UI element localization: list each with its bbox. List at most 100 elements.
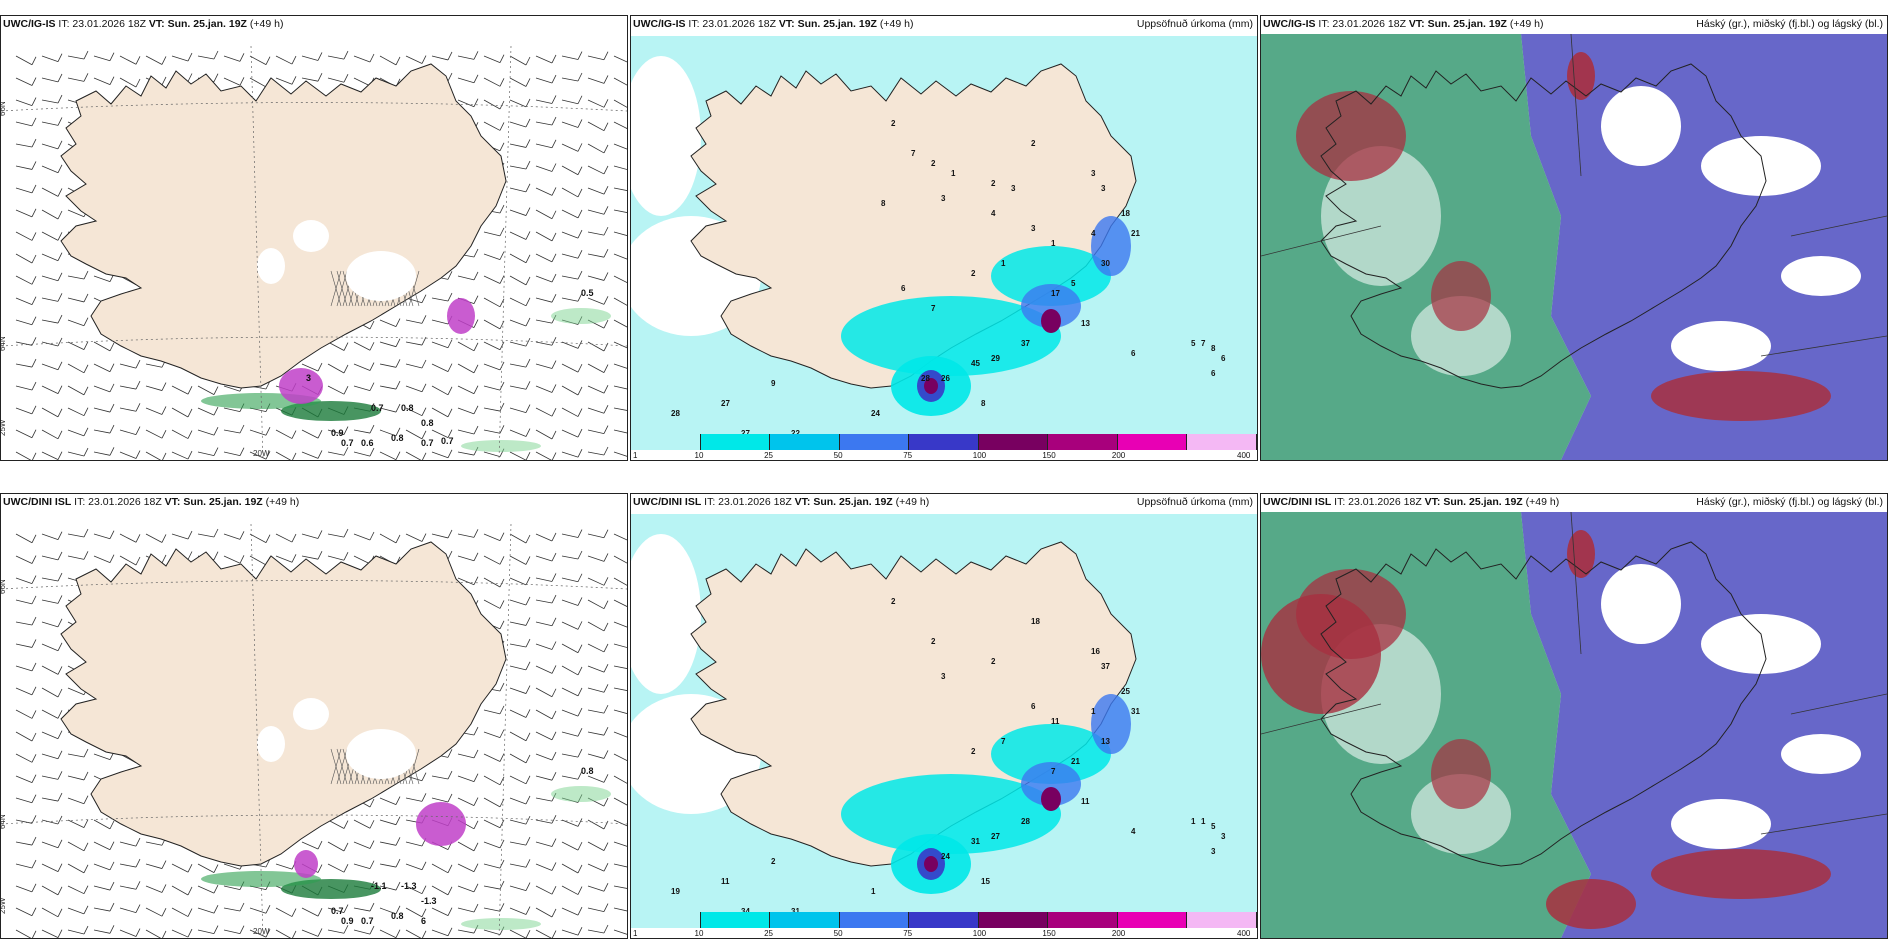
clear-area xyxy=(1701,614,1821,674)
precip-value-label: 4 xyxy=(1131,827,1136,836)
iceland-landmass xyxy=(60,63,507,389)
precip-value-label: 37 xyxy=(1101,662,1110,671)
precip-value-label: 7 xyxy=(1001,737,1006,746)
precip-value-label: 3 xyxy=(941,194,946,203)
panel-header: UWC/IG-IS IT: 23.01.2026 18Z VT: Sun. 25… xyxy=(1263,18,1544,30)
clear-area xyxy=(1671,799,1771,849)
colorbar-label: 150 xyxy=(1042,451,1056,460)
precip-area xyxy=(924,856,938,872)
precip-value-label: 7 xyxy=(911,149,916,158)
precip-area xyxy=(1021,762,1081,806)
colorbar-swatch xyxy=(1048,434,1118,450)
wind-value-label: 3 xyxy=(306,373,311,383)
wind-value-label: 0.7 xyxy=(421,438,434,448)
precip-value-label: 28 xyxy=(921,374,930,383)
clear-area xyxy=(1781,256,1861,296)
wind-value-label: 0.8 xyxy=(391,433,404,443)
mid-cloud-area xyxy=(1431,739,1491,809)
colorbar-swatch xyxy=(839,434,910,450)
precip-cell xyxy=(279,368,323,404)
precip-value-label: 3 xyxy=(1091,169,1096,178)
panel-title: Háský (gr.), miðský (fj.bl.) og lágský (… xyxy=(1696,496,1883,508)
clear-area xyxy=(1671,321,1771,371)
precip-value-label: 37 xyxy=(1021,339,1030,348)
glacier-area xyxy=(293,698,329,730)
precip-value-label: 1 xyxy=(951,169,956,178)
glacier-area xyxy=(346,729,416,779)
precip-area xyxy=(1091,694,1131,754)
precip-value-label: 19 xyxy=(671,887,680,896)
precip-value-label: 34 xyxy=(741,907,750,916)
precip-value-label: 7 xyxy=(931,304,936,313)
lon-label: 20W xyxy=(253,449,270,458)
precip-value-label: 31 xyxy=(1131,707,1140,716)
precip-value-label: 1 xyxy=(1001,259,1006,268)
lon-label: 25W xyxy=(1,897,7,914)
precip-value-label: 5 xyxy=(1211,822,1216,831)
colorbar-label: 10 xyxy=(694,451,704,460)
precip-value-label: 17 xyxy=(1051,289,1060,298)
colorbar-swatch xyxy=(631,434,701,450)
colorbar-swatch xyxy=(1048,912,1118,928)
wind-value-label: 0.7 xyxy=(341,438,354,448)
precip-value-label: 1 xyxy=(871,887,876,896)
wind-value-label: 0.7 xyxy=(441,436,454,446)
colorbar-swatch xyxy=(770,434,840,450)
precip-area xyxy=(1091,216,1131,276)
precip-value-label: 3 xyxy=(1221,832,1226,841)
wind-value-label: 0.9 xyxy=(331,428,344,438)
precip-value-label: 1 xyxy=(1051,239,1056,248)
wind-value-label: 0.8 xyxy=(581,766,594,776)
iceland-outline xyxy=(1320,541,1767,867)
glacier-area xyxy=(346,251,416,301)
precip-value-label: 21 xyxy=(1071,757,1080,766)
wind-value-label: 0.8 xyxy=(421,418,434,428)
colorbar-swatch xyxy=(909,434,979,450)
precip-value-label: 2 xyxy=(931,637,936,646)
precip-value-label: 2 xyxy=(891,597,896,606)
lon-label: 20W xyxy=(253,927,270,936)
colorbar-swatch xyxy=(978,912,1049,928)
graticule xyxy=(1,523,627,938)
lon-label: 25W xyxy=(1,419,7,436)
colorbar-swatch xyxy=(700,912,771,928)
colorbar-label: 75 xyxy=(903,451,913,460)
glacier-area xyxy=(257,726,285,762)
precip-value-label: 3 xyxy=(1101,184,1106,193)
mid-cloud-area xyxy=(1567,530,1595,578)
precip-area xyxy=(1041,787,1061,811)
cloud-map xyxy=(1261,511,1887,938)
precip-value-label: 3 xyxy=(1031,224,1036,233)
precip-area xyxy=(1041,309,1061,333)
colorbar-label: 150 xyxy=(1042,929,1056,938)
clear-area xyxy=(1701,136,1821,196)
colorbar-swatch xyxy=(770,912,840,928)
precip-colorbar: 1 10 25 50 75 100 150 200 400 xyxy=(631,912,1257,938)
colorbar-swatch xyxy=(1117,434,1188,450)
precip-area xyxy=(924,378,938,394)
wind-speed-area xyxy=(461,918,541,930)
precip-value-label: 16 xyxy=(1091,647,1100,656)
precip-value-label: 21 xyxy=(1131,229,1140,238)
panel-title: Uppsöfnuð úrkoma (mm) xyxy=(1136,496,1253,508)
precip-value-label: 31 xyxy=(971,837,980,846)
wind-speed-area xyxy=(551,786,611,802)
clear-area xyxy=(1781,734,1861,774)
precip-value-label: 2 xyxy=(991,657,996,666)
colorbar-label: 400 xyxy=(1237,929,1251,938)
precip-value-label: 6 xyxy=(1031,702,1036,711)
precip-value-label: 18 xyxy=(1121,209,1130,218)
panel-dini-precip: UWC/DINI ISL IT: 23.01.2026 18Z VT: Sun.… xyxy=(630,493,1258,939)
precip-value-label: 6 xyxy=(1221,354,1226,363)
lat-label: 64N xyxy=(1,814,7,829)
wind-value-label: 6 xyxy=(421,916,426,926)
glacier-area xyxy=(293,220,329,252)
wind-value-label: 0.7 xyxy=(331,906,344,916)
dry-area xyxy=(631,534,701,694)
precip-value-label: 22 xyxy=(791,429,800,438)
graticule xyxy=(1261,511,1887,835)
colorbar-label: 200 xyxy=(1111,929,1126,938)
precip-value-label: 11 xyxy=(1051,717,1060,726)
